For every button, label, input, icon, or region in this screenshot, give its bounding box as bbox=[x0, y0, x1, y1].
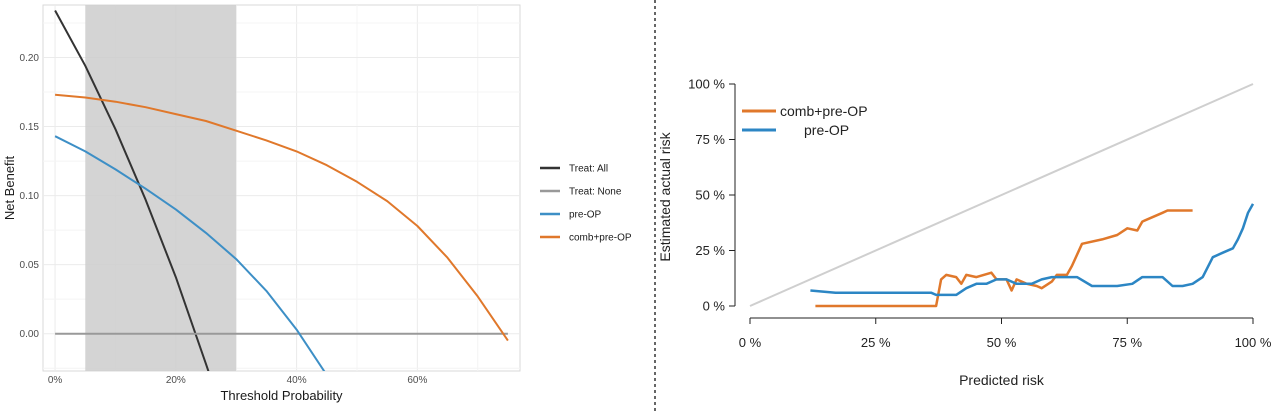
right-y-tick-label: 50 % bbox=[695, 188, 725, 203]
left-x-tick-label: 20% bbox=[166, 375, 186, 386]
left-y-tick-label: 0.10 bbox=[20, 191, 40, 202]
legend-label: comb+pre-OP bbox=[569, 233, 632, 244]
legend-label: Treat: None bbox=[569, 187, 622, 198]
legend-label: pre-OP bbox=[569, 210, 602, 221]
legend-label: comb+pre-OP bbox=[780, 103, 868, 119]
left-series-group bbox=[54, 10, 509, 371]
left-x-tick-label: 0% bbox=[48, 375, 63, 386]
right-y-axis-title: Estimated actual risk bbox=[657, 131, 673, 261]
series-line-comb-pre-op bbox=[55, 93, 509, 342]
right-x-tick-label: 0 % bbox=[739, 335, 762, 350]
right-x-tick-label: 100 % bbox=[1235, 335, 1272, 350]
left-x-tick-label: 60% bbox=[407, 375, 427, 386]
series-line-pre-op bbox=[54, 135, 326, 371]
threshold-shaded-region bbox=[85, 5, 237, 371]
right-legend: comb+pre-OP pre-OP bbox=[742, 103, 868, 138]
left-y-tick-label: 0.20 bbox=[20, 53, 40, 64]
right-x-tick-label: 75 % bbox=[1112, 335, 1142, 350]
left-x-tick-label: 40% bbox=[287, 375, 307, 386]
right-y-tick-label: 0 % bbox=[703, 299, 726, 314]
series-line-pre-op bbox=[810, 203, 1255, 297]
right-y-tick-label: 100 % bbox=[688, 77, 725, 92]
reference-diagonal-line bbox=[749, 83, 1254, 307]
calibration-panel: 0 % 25 % 50 % 75 % 100 % Predicted risk 0 % 25 … bbox=[657, 77, 1272, 389]
series-line-comb-pre-op bbox=[815, 209, 1193, 308]
left-x-axis-title: Threshold Probability bbox=[220, 388, 343, 403]
left-y-axis-title: Net Benefit bbox=[2, 155, 17, 220]
left-legend: Treat: All Treat: None pre-OP comb+pre-OP bbox=[540, 164, 632, 244]
left-y-tick-label: 0.00 bbox=[20, 329, 40, 340]
right-x-tick-label: 25 % bbox=[861, 335, 891, 350]
left-y-tick-label: 0.15 bbox=[20, 122, 40, 133]
legend-label: Treat: All bbox=[569, 164, 608, 175]
legend-label: pre-OP bbox=[804, 122, 849, 138]
right-x-tick-label: 50 % bbox=[987, 335, 1017, 350]
right-y-tick-label: 75 % bbox=[695, 132, 725, 147]
net-benefit-panel: 0% 20% 40% 60% 0.00 0.05 0.10 0.15 0.20 Threshold… bbox=[2, 4, 632, 403]
right-x-axis-title: Predicted risk bbox=[959, 372, 1045, 388]
left-y-tick-label: 0.05 bbox=[20, 260, 40, 271]
right-y-tick-label: 25 % bbox=[695, 243, 725, 258]
series-line-treat-all bbox=[54, 10, 210, 371]
